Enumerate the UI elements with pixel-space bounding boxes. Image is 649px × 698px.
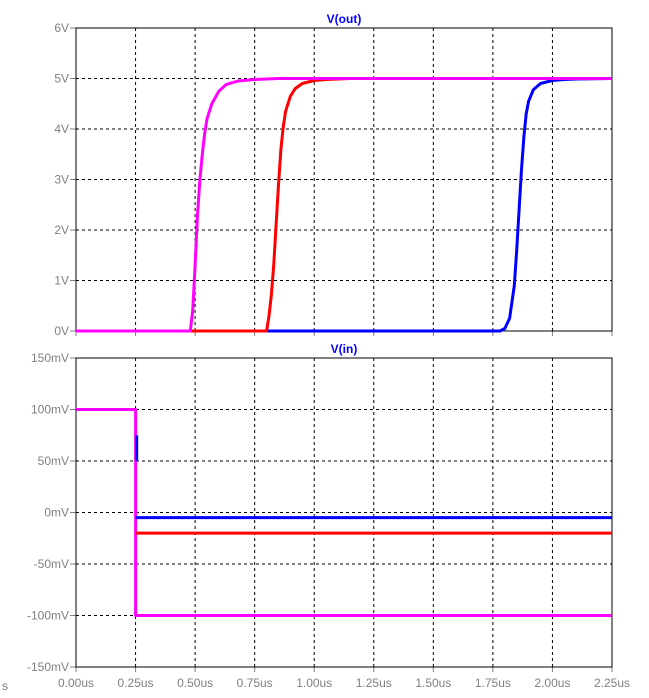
vout-y-tick-label: 4V	[54, 122, 69, 136]
vin-x-tick-label: 2.25us	[594, 676, 630, 690]
vin-x-tick-label: 0.75us	[237, 676, 273, 690]
vin-y-tick-label: -50mV	[34, 557, 69, 571]
vin-x-tick-label: 1.00us	[296, 676, 332, 690]
vin-x-tick-label: 0.00us	[58, 676, 94, 690]
vin-y-tick-label: -150mV	[27, 660, 69, 674]
vout-y-tick-label: 1V	[54, 274, 69, 288]
vin-x-tick-label: 1.50us	[415, 676, 451, 690]
vout-y-tick-label: 6V	[54, 21, 69, 35]
vin-y-tick-label: -100mV	[27, 609, 69, 623]
vout-y-tick-label: 5V	[54, 72, 69, 86]
vin-series-line	[76, 408, 612, 617]
vout-series-line	[76, 77, 612, 333]
vin-x-tick-label: 0.50us	[177, 676, 213, 690]
vout-y-tick-label: 3V	[54, 173, 69, 187]
vout-title: V(out)	[327, 12, 362, 26]
vin-y-tick-label: 0mV	[44, 506, 69, 520]
vout-series-line	[76, 77, 612, 333]
vin-x-tick-label: 2.00us	[534, 676, 570, 690]
vin-x-tick-label: 1.75us	[475, 676, 511, 690]
vout-y-tick-label: 0V	[54, 324, 69, 338]
vin-x-tick-label: 0.25us	[118, 676, 154, 690]
vin-x-tick-label: 1.25us	[356, 676, 392, 690]
vin-frame	[75, 357, 613, 668]
stray-label: s	[2, 679, 8, 693]
vin-y-tick-label: 150mV	[31, 351, 69, 365]
vin-y-tick-label: 50mV	[38, 454, 69, 468]
vout-y-tick-label: 2V	[54, 223, 69, 237]
vout-series-line	[76, 77, 613, 333]
vin-y-tick-label: 100mV	[31, 403, 69, 417]
vin-title: V(in)	[331, 342, 358, 356]
